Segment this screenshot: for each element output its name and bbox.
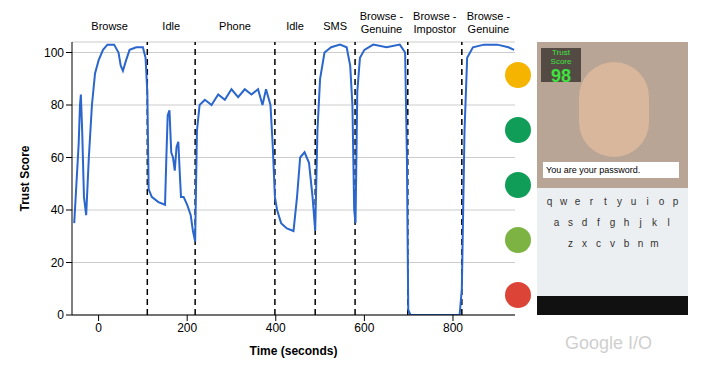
svg-text:100: 100 — [44, 46, 64, 60]
html-text:a: a — [553, 217, 560, 228]
html-text:l: l — [667, 217, 670, 228]
html-text:n: n — [637, 238, 644, 249]
html-text:h: h — [623, 217, 630, 228]
html-text:r: r — [589, 196, 594, 207]
html-text:i: i — [646, 196, 649, 207]
html-text:k: k — [652, 217, 657, 228]
svg-text:Time (seconds): Time (seconds) — [250, 344, 338, 358]
svg-text:40: 40 — [51, 203, 65, 217]
svg-text:600: 600 — [354, 321, 374, 335]
html-text:z: z — [568, 238, 573, 249]
html-text:98: 98 — [551, 66, 571, 86]
svg-text:Idle: Idle — [286, 20, 304, 32]
svg-text:Browse: Browse — [91, 20, 128, 32]
html-text:Google I/O: Google I/O — [565, 333, 652, 353]
svg-text:0: 0 — [57, 308, 64, 322]
svg-text:80: 80 — [51, 98, 65, 112]
html-text:g: g — [609, 217, 616, 228]
html-text:d: d — [581, 217, 588, 228]
svg-text:Browse -Impostor: Browse -Impostor — [413, 10, 457, 35]
svg-text:0: 0 — [95, 321, 102, 335]
svg-text:800: 800 — [443, 321, 463, 335]
html-text:y: y — [617, 196, 622, 207]
html-text:c: c — [596, 238, 601, 249]
html-text:p: p — [672, 196, 679, 207]
html-text:s: s — [568, 217, 573, 228]
html-text:Trust Score: Trust Score — [550, 48, 572, 66]
svg-text:Phone: Phone — [219, 20, 251, 32]
html-text:u: u — [630, 196, 637, 207]
html-text:q: q — [546, 196, 553, 207]
html-text:v: v — [610, 238, 615, 249]
html-text:w: w — [559, 196, 568, 207]
html-text:You are your password.: You are your password. — [546, 165, 641, 175]
svg-text:400: 400 — [266, 321, 286, 335]
html-text:x: x — [582, 238, 587, 249]
svg-text:SMS: SMS — [323, 20, 347, 32]
svg-text:20: 20 — [51, 256, 65, 270]
html-text:m: m — [650, 238, 659, 249]
html-text:t: t — [604, 196, 607, 207]
svg-text:200: 200 — [177, 321, 197, 335]
html-text:f: f — [597, 217, 600, 228]
svg-text:Trust Score: Trust Score — [18, 145, 32, 211]
svg-text:Browse -Genuine: Browse -Genuine — [360, 10, 404, 35]
html-text:b: b — [623, 238, 630, 249]
html-text:o: o — [658, 196, 665, 207]
svg-text:Browse -Genuine: Browse -Genuine — [467, 10, 511, 35]
svg-text:60: 60 — [51, 151, 65, 165]
html-text:j: j — [639, 217, 642, 228]
html-text:e: e — [574, 196, 581, 207]
svg-text:Idle: Idle — [162, 20, 180, 32]
